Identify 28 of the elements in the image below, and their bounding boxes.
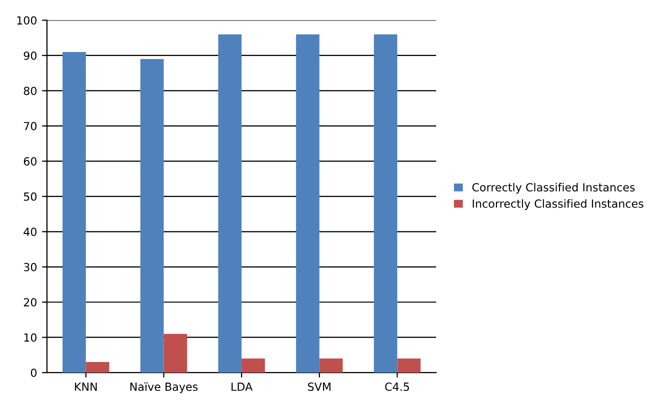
y-tick-label: 10	[24, 333, 37, 342]
bar	[218, 34, 242, 373]
x-tick-label: Naïve Bayes	[130, 382, 198, 394]
x-tick-label: KNN	[75, 382, 97, 391]
bar	[86, 362, 110, 373]
bar	[164, 334, 188, 373]
bar	[62, 52, 86, 373]
y-tick-label: 30	[24, 262, 37, 272]
y-tick-label: 100	[17, 16, 37, 25]
y-tick-label: 60	[24, 157, 37, 166]
y-tick-label: 0	[30, 368, 37, 377]
legend-label: Incorrectly Classified Instances	[472, 199, 644, 210]
bar	[140, 59, 164, 373]
bar	[397, 358, 421, 373]
bar	[319, 358, 343, 373]
x-tick-label: C4.5	[385, 382, 409, 391]
bar	[242, 358, 265, 373]
bar	[374, 34, 398, 373]
y-tick-label: 70	[24, 122, 37, 130]
y-tick-label: 80	[24, 86, 37, 96]
legend-label: Correctly Classified Instances	[472, 182, 635, 194]
y-tick-label: 40	[24, 228, 37, 236]
y-tick-label: 20	[24, 298, 37, 307]
x-tick-label: LDA	[232, 382, 253, 391]
bar	[296, 34, 320, 373]
y-tick-label: 90	[24, 51, 37, 60]
y-tick-label: 50	[24, 192, 37, 201]
x-tick-label: SVM	[308, 382, 330, 391]
